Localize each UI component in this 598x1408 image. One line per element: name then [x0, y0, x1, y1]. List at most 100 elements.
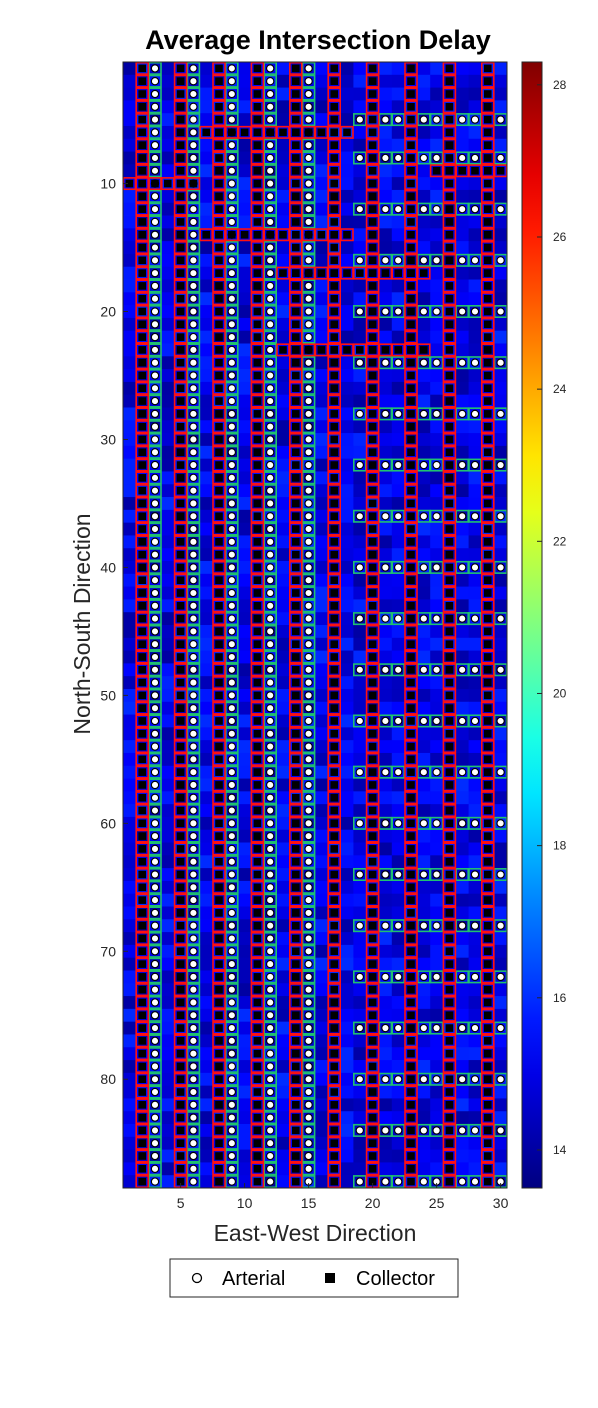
segment-edge — [288, 906, 303, 920]
collector-marker — [138, 1075, 146, 1084]
segment-edge — [135, 599, 149, 613]
heatmap-cell — [161, 868, 175, 882]
arterial-marker — [227, 704, 236, 713]
arterial-marker — [150, 192, 160, 201]
collector-marker — [253, 512, 262, 521]
arterial-marker — [304, 857, 313, 866]
segment-edge — [263, 752, 278, 766]
collector-marker — [138, 1011, 146, 1020]
collector-marker — [176, 1088, 185, 1096]
heatmap-cell — [379, 189, 393, 204]
arterial-marker — [150, 998, 160, 1007]
segment-edge — [263, 650, 278, 664]
segment-edge — [263, 1085, 278, 1099]
arterial-marker — [266, 1100, 275, 1109]
arterial-marker — [189, 601, 198, 610]
heatmap-cell — [238, 164, 252, 178]
heatmap-cell — [430, 996, 444, 1010]
arterial-marker — [304, 473, 313, 482]
collector-marker — [215, 166, 223, 175]
heatmap-cell — [276, 765, 290, 779]
heatmap-cell — [315, 676, 329, 690]
heatmap-cell — [315, 765, 329, 779]
heatmap-cell — [123, 688, 137, 703]
heatmap-cell — [161, 1098, 175, 1112]
arterial-marker — [150, 563, 160, 572]
heatmap-cell — [353, 164, 367, 178]
heatmap-cell — [468, 1060, 482, 1074]
segment-edge — [173, 74, 188, 88]
segment-edge — [365, 356, 380, 370]
heatmap-cell — [315, 957, 329, 971]
arterial-marker — [432, 512, 441, 521]
segment-edge — [173, 1008, 188, 1022]
heatmap-cell — [353, 1034, 367, 1048]
collector-marker — [292, 282, 300, 290]
arterial-marker — [266, 972, 275, 982]
arterial-marker — [458, 563, 467, 572]
segment-edge — [301, 189, 316, 203]
segment-edge — [250, 343, 265, 357]
collector-marker — [253, 742, 262, 751]
collector-marker — [215, 781, 223, 789]
segment-edge — [365, 164, 380, 178]
arterial-marker — [150, 819, 160, 828]
heatmap-cell — [455, 880, 469, 895]
heatmap-cell — [417, 164, 431, 178]
segment-edge — [135, 548, 149, 562]
heatmap-cell — [417, 369, 431, 383]
heatmap-cell — [391, 497, 405, 511]
segment-edge — [250, 1072, 265, 1086]
heatmap-cell — [430, 497, 444, 511]
segment-edge — [148, 701, 162, 715]
arterial-marker — [304, 947, 313, 956]
heatmap-cell — [199, 778, 213, 792]
heatmap-cell — [353, 625, 367, 639]
segment-edge — [263, 701, 278, 715]
heatmap-cell — [276, 1047, 290, 1061]
segment-edge — [263, 560, 278, 574]
heatmap-cell — [494, 292, 508, 306]
segment-edge — [225, 343, 239, 357]
collector-marker — [176, 960, 185, 968]
heatmap-cell — [494, 1098, 508, 1112]
arterial-marker — [150, 640, 160, 649]
segment-edge — [173, 253, 188, 267]
collector-marker — [138, 665, 146, 674]
heatmap-cell — [353, 573, 367, 588]
collector-marker — [138, 576, 146, 585]
segment-edge — [148, 727, 162, 741]
heatmap-cell — [417, 1034, 431, 1048]
arterial-marker — [189, 729, 198, 738]
arterial-marker — [150, 281, 160, 291]
collector-marker — [292, 729, 300, 738]
arterial-marker — [150, 1100, 160, 1109]
heatmap-cell — [161, 1060, 175, 1074]
heatmap-cell — [276, 497, 290, 511]
collector-marker — [292, 410, 300, 418]
heatmap-cell — [455, 1060, 469, 1074]
collector-marker — [292, 896, 300, 904]
heatmap-cell — [161, 305, 175, 319]
heatmap-cell — [123, 868, 137, 882]
segment-edge — [250, 87, 265, 101]
collector-marker — [330, 563, 338, 572]
collector-marker — [138, 614, 146, 623]
heatmap-cell — [353, 433, 367, 447]
heatmap-cell — [455, 279, 469, 293]
heatmap-cell — [379, 893, 393, 907]
heatmap-cell — [353, 497, 367, 511]
arterial-marker — [227, 627, 236, 636]
segment-edge — [135, 330, 149, 344]
heatmap-cell — [276, 484, 290, 498]
segment-edge — [263, 471, 278, 485]
segment-edge — [263, 1111, 278, 1125]
collector-marker — [253, 294, 262, 303]
segment-edge — [327, 612, 342, 626]
arterial-marker — [432, 563, 441, 572]
heatmap-cell — [468, 497, 482, 511]
collector-marker — [138, 243, 146, 252]
segment-edge — [212, 138, 226, 152]
segment-edge — [263, 765, 278, 779]
arterial-marker — [189, 524, 198, 534]
